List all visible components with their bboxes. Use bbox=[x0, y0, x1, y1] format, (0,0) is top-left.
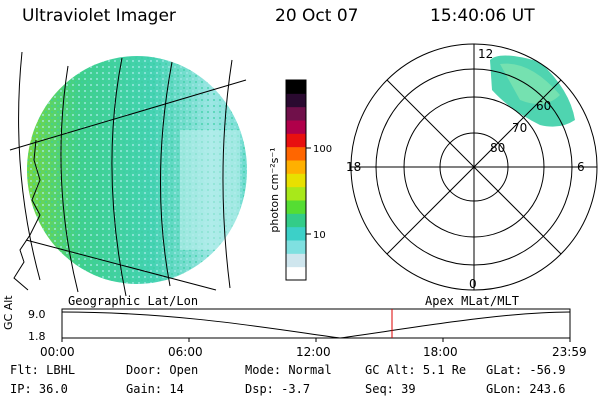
time-tick-0000: 00:00 bbox=[40, 345, 75, 359]
seq-label: Seq: bbox=[365, 382, 394, 396]
colorbar-cell bbox=[286, 186, 306, 201]
gain-label: Gain: bbox=[126, 382, 163, 396]
ip-label: IP: bbox=[10, 382, 32, 396]
time-tick-2359: 23:59 bbox=[552, 345, 587, 359]
colorbar-cell bbox=[286, 240, 306, 254]
mlat-label-80: 80 bbox=[490, 141, 505, 155]
ip-value: 36.0 bbox=[38, 382, 68, 396]
colorbar-cell bbox=[286, 253, 306, 268]
gain-value: 14 bbox=[169, 382, 184, 396]
mode-value: Normal bbox=[288, 363, 332, 377]
altitude-ytick-low: 1.8 bbox=[28, 330, 46, 343]
seq-info: Seq: 39 bbox=[365, 382, 416, 396]
mlt-label-18: 18 bbox=[346, 160, 361, 174]
time-tick-0600: 06:00 bbox=[168, 345, 203, 359]
mlt-label-12: 12 bbox=[478, 47, 493, 61]
altitude-ylabel: GC Alt bbox=[2, 295, 15, 330]
gcalt-label: GC Alt: bbox=[365, 363, 416, 377]
time-tick-1800: 18:00 bbox=[423, 345, 458, 359]
altitude-curve bbox=[61, 311, 571, 339]
glat-label: GLat: bbox=[486, 363, 523, 377]
flt-label: Flt: bbox=[10, 363, 39, 377]
coastline bbox=[13, 139, 41, 291]
auroral-disk bbox=[27, 56, 247, 284]
gain-info: Gain: 14 bbox=[126, 382, 184, 396]
mlt-label-0: 0 bbox=[469, 277, 477, 291]
colorbar-tick-10: 10 bbox=[313, 230, 326, 241]
mode-info: Mode: Normal bbox=[245, 363, 332, 377]
door-value: Open bbox=[169, 363, 199, 377]
colorbar-cell bbox=[286, 106, 306, 121]
observation-time: 15:40:06 UT bbox=[430, 6, 535, 26]
altitude-frame bbox=[61, 308, 571, 339]
colorbar-cell bbox=[286, 80, 306, 94]
colorbar-cell bbox=[286, 133, 306, 148]
ip-info: IP: 36.0 bbox=[10, 382, 68, 396]
colorbar-cell bbox=[286, 266, 306, 281]
glon-info: GLon: 243.6 bbox=[486, 382, 565, 396]
dsp-info: Dsp: -3.7 bbox=[245, 382, 310, 396]
dsp-label: Dsp: bbox=[245, 382, 274, 396]
observation-date: 20 Oct 07 bbox=[275, 6, 359, 26]
gcalt-info: GC Alt: 5.1 Re bbox=[365, 363, 466, 377]
colorbar-cell bbox=[286, 200, 306, 214]
gcalt-value: 5.1 Re bbox=[422, 363, 467, 377]
mlat-label-70: 70 bbox=[512, 121, 527, 135]
colorbar-unit-label: photon cm⁻²s⁻¹ bbox=[268, 147, 281, 232]
glon-label: GLon: bbox=[486, 382, 523, 396]
mlat-label-60: 60 bbox=[536, 99, 551, 113]
colorbar-cell bbox=[286, 93, 306, 108]
colorbar-cell bbox=[286, 173, 306, 188]
door-info: Door: Open bbox=[126, 363, 198, 377]
door-label: Door: bbox=[126, 363, 163, 377]
polar-grid bbox=[350, 43, 598, 291]
dsp-value: -3.7 bbox=[281, 382, 311, 396]
glat-info: GLat: -56.9 bbox=[486, 363, 565, 377]
geographic-caption: Geographic Lat/Lon bbox=[68, 294, 199, 308]
colorbar-cell bbox=[286, 146, 306, 161]
geographic-grid bbox=[9, 51, 247, 297]
time-tick-1200: 12:00 bbox=[296, 345, 331, 359]
mode-label: Mode: bbox=[245, 363, 282, 377]
mlt-label-6: 6 bbox=[577, 160, 585, 174]
colorbar-cell bbox=[286, 226, 306, 241]
flt-value: LBHL bbox=[46, 363, 76, 377]
seq-value: 39 bbox=[401, 382, 416, 396]
colorbar-cell bbox=[286, 160, 306, 174]
colorbar-tick-100: 100 bbox=[313, 144, 332, 155]
altitude-ytick-high: 9.0 bbox=[28, 308, 46, 321]
instrument-title: Ultraviolet Imager bbox=[22, 6, 176, 26]
glat-value: -56.9 bbox=[529, 363, 566, 377]
glon-value: 243.6 bbox=[529, 382, 566, 396]
colorbar-cell bbox=[286, 213, 306, 228]
flt-info: Flt: LBHL bbox=[10, 363, 75, 377]
apex-caption: Apex MLat/MLT bbox=[425, 294, 519, 308]
colorbar-cell bbox=[286, 120, 306, 134]
